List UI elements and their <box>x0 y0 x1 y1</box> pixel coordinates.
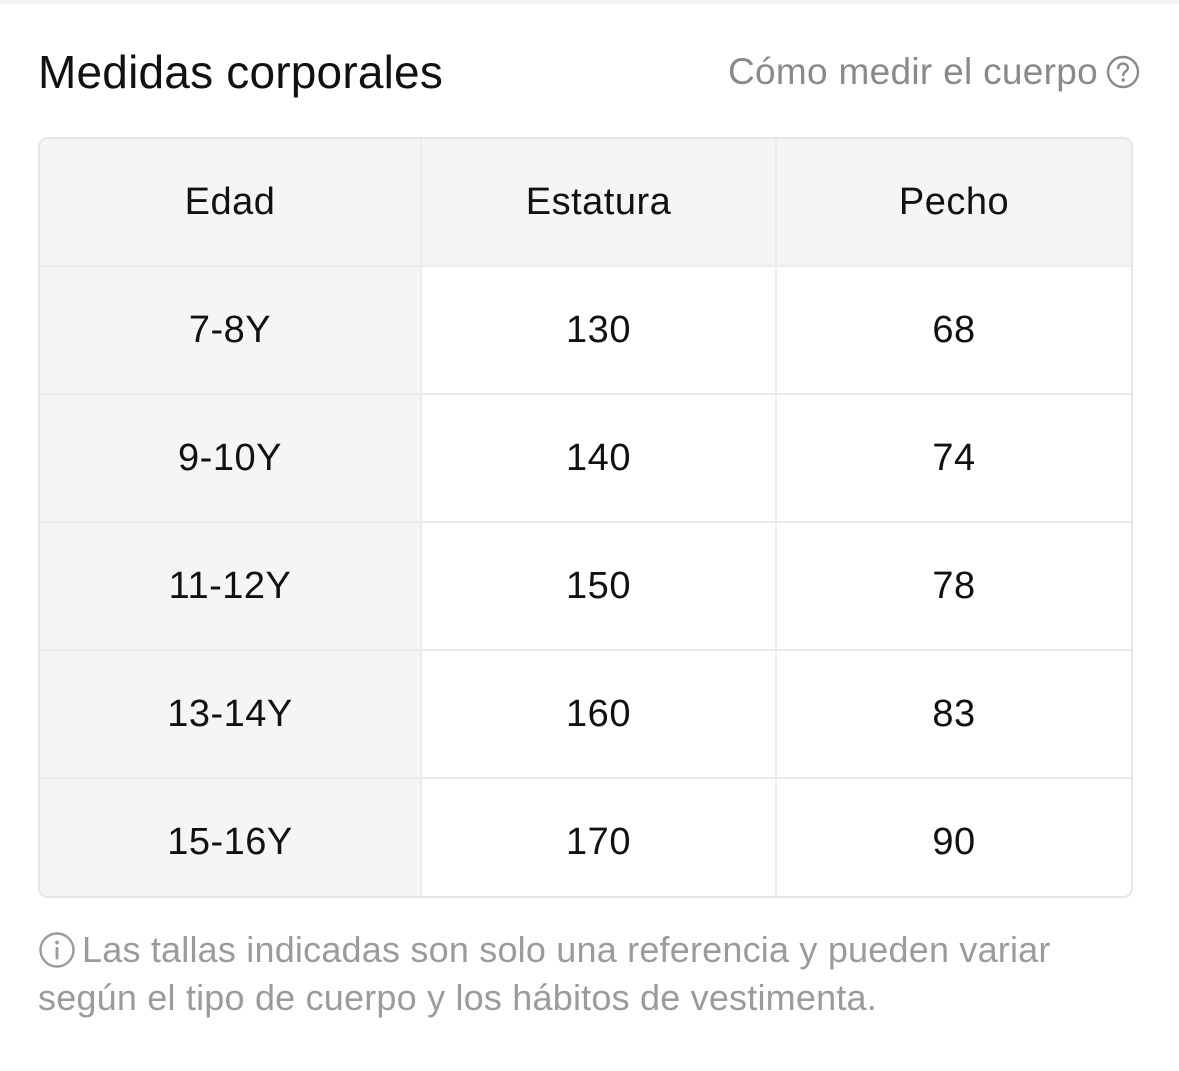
page-title: Medidas corporales <box>38 46 444 98</box>
cell-chest: 90 <box>932 820 976 863</box>
cell-height: 170 <box>421 778 777 896</box>
cell-chest: 78 <box>776 522 1131 651</box>
cell-age: 9-10Y <box>40 394 422 523</box>
body-measurements-table: Edad Estatura Pecho 7-8Y 130 68 9-10Y 14… <box>38 137 1133 898</box>
top-divider <box>0 0 1179 4</box>
column-header-estatura: Estatura <box>421 139 777 267</box>
size-disclaimer: Las tallas indicadas son solo una refere… <box>38 926 1148 1022</box>
cell-chest: 83 <box>776 650 1131 779</box>
size-header: Medidas corporales Cómo medir el cuerpo <box>38 40 1140 104</box>
disclaimer-text: Las tallas indicadas son solo una refere… <box>38 929 1051 1018</box>
table-row: 13-14Y 160 83 <box>40 650 1131 779</box>
table-row: 15-16Y 170 90 <box>40 778 1131 896</box>
table-row: 11-12Y 150 78 <box>40 522 1131 651</box>
cell-height: 160 <box>421 650 777 779</box>
column-header-edad: Edad <box>40 139 422 267</box>
cell-height: 140 <box>421 394 777 523</box>
question-circle-icon[interactable] <box>1106 55 1140 89</box>
cell-chest: 68 <box>776 266 1131 395</box>
column-header-pecho: Pecho <box>776 139 1131 267</box>
cell-age: 15-16Y <box>40 778 422 896</box>
cell-chest: 74 <box>776 394 1131 523</box>
table-row: 9-10Y 140 74 <box>40 394 1131 523</box>
how-to-measure-label: Cómo medir el cuerpo <box>728 51 1098 92</box>
cell-age: 7-8Y <box>40 266 422 395</box>
table-row: 7-8Y 130 68 <box>40 266 1131 395</box>
how-to-measure-link[interactable]: Cómo medir el cuerpo <box>728 51 1140 93</box>
cell-height: 130 <box>421 266 777 395</box>
cell-age: 11-12Y <box>40 522 422 651</box>
info-circle-icon <box>38 931 76 969</box>
cell-height: 150 <box>421 522 777 651</box>
cell-age: 13-14Y <box>40 650 422 779</box>
table-header-row: Edad Estatura Pecho <box>40 139 1131 267</box>
